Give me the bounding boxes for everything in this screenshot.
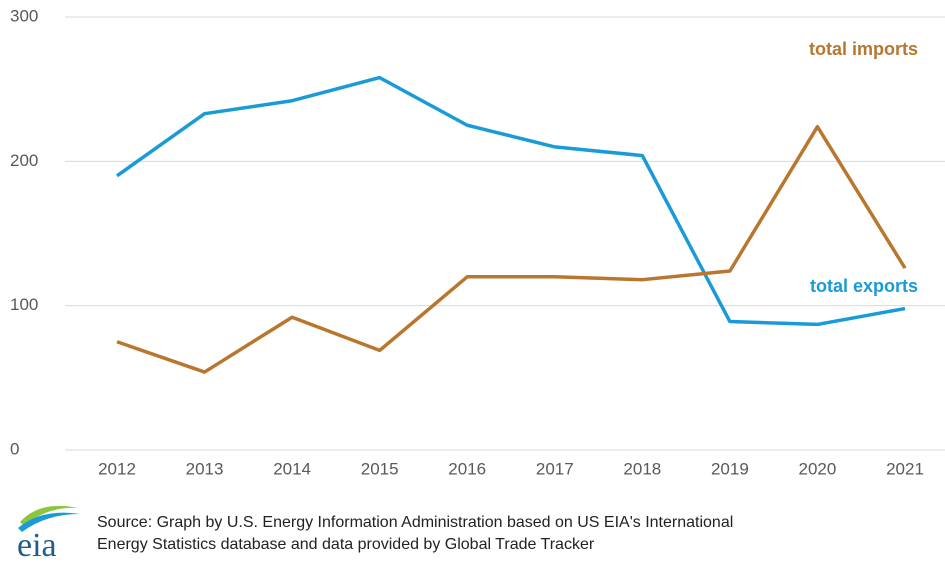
x-tick-label: 2016 [448, 459, 486, 478]
x-tick-label: 2018 [623, 459, 661, 478]
x-tick-label: 2015 [361, 459, 399, 478]
series-line [116, 124, 907, 374]
source-line: Source: Graph by U.S. Energy Information… [97, 514, 733, 531]
x-tick-label: 2012 [98, 459, 136, 478]
x-tick-label: 2020 [799, 459, 837, 478]
logo-text: eia [17, 527, 57, 560]
y-tick-label: 300 [10, 6, 38, 25]
x-tick-label: 2014 [273, 459, 311, 478]
logo-swoosh [18, 512, 80, 532]
y-tick-label: 100 [10, 295, 38, 314]
y-tick-label: 200 [10, 151, 38, 170]
x-tick-label: 2021 [886, 459, 924, 478]
y-tick-label: 0 [10, 439, 19, 458]
x-tick-label: 2013 [186, 459, 224, 478]
series-label: total exports [810, 276, 918, 296]
x-tick-label: 2019 [711, 459, 749, 478]
series-label: total imports [809, 39, 918, 59]
source-line: Energy Statistics database and data prov… [97, 536, 595, 553]
eia-logo: eia [17, 505, 80, 564]
x-tick-label: 2017 [536, 459, 574, 478]
series-line [115, 75, 906, 327]
